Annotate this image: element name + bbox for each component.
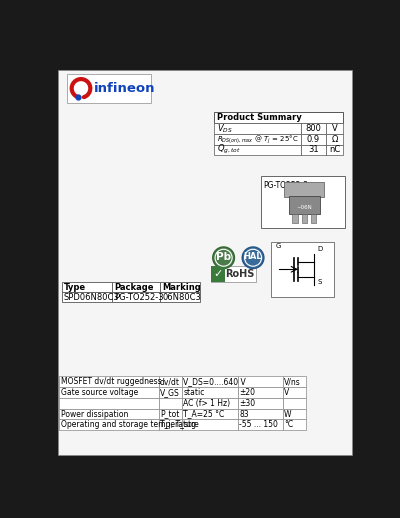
Text: °C: °C <box>284 420 293 429</box>
Bar <box>214 112 343 123</box>
Bar <box>282 420 306 430</box>
Text: nC: nC <box>329 146 340 154</box>
Text: Pb: Pb <box>216 252 231 262</box>
Text: Gate source voltage: Gate source voltage <box>61 388 138 397</box>
Bar <box>292 214 298 223</box>
Bar <box>59 409 158 420</box>
Bar <box>182 387 238 398</box>
Bar <box>301 134 326 145</box>
Text: V/ns: V/ns <box>284 377 301 386</box>
Text: $Q_{g,tot}$: $Q_{g,tot}$ <box>217 143 240 156</box>
Bar <box>271 241 334 297</box>
Bar <box>238 376 282 387</box>
Text: 31: 31 <box>308 146 319 154</box>
Text: W: W <box>284 410 292 419</box>
Bar <box>326 145 343 155</box>
Text: ✓: ✓ <box>214 269 223 279</box>
Text: $R_{DS(on),max}$ @ $T_j$ = 25°C: $R_{DS(on),max}$ @ $T_j$ = 25°C <box>217 133 298 145</box>
Bar <box>59 387 158 398</box>
Bar <box>214 123 301 134</box>
Text: infineon: infineon <box>94 82 156 95</box>
Text: -55 ... 150: -55 ... 150 <box>239 420 278 429</box>
Bar <box>238 387 282 398</box>
Text: $V_{DS}$: $V_{DS}$ <box>217 122 232 135</box>
Text: V_GS: V_GS <box>160 388 180 397</box>
Bar <box>112 292 160 303</box>
Text: PG-TO252-3: PG-TO252-3 <box>263 181 308 190</box>
Bar <box>214 134 301 145</box>
Bar <box>158 387 182 398</box>
Text: V_DS=0....640 V: V_DS=0....640 V <box>183 377 246 386</box>
Bar <box>214 145 301 155</box>
Bar <box>261 176 344 228</box>
Bar <box>158 420 182 430</box>
Text: Product Summary: Product Summary <box>217 113 301 122</box>
Bar <box>158 376 182 387</box>
Bar <box>211 266 225 282</box>
Text: 83: 83 <box>239 410 249 419</box>
Bar <box>59 376 158 387</box>
Bar <box>282 398 306 409</box>
Bar <box>289 196 320 214</box>
Bar <box>112 282 160 292</box>
Text: Power dissipation: Power dissipation <box>61 410 128 419</box>
Text: P_tot: P_tot <box>160 410 180 419</box>
Bar <box>67 74 151 103</box>
Circle shape <box>213 247 234 268</box>
Bar <box>326 123 343 134</box>
Bar <box>301 123 326 134</box>
Text: V: V <box>332 124 337 133</box>
Text: Type: Type <box>64 283 86 292</box>
Text: RoHS: RoHS <box>225 269 254 279</box>
Bar <box>158 409 182 420</box>
Text: PG-TO252-3: PG-TO252-3 <box>114 293 164 302</box>
Bar <box>158 398 182 409</box>
Text: Marking: Marking <box>162 283 201 292</box>
Bar <box>238 409 282 420</box>
Bar <box>59 420 158 430</box>
Bar <box>182 376 238 387</box>
Text: T_A=25 °C: T_A=25 °C <box>183 410 224 419</box>
Bar <box>62 282 112 292</box>
Text: G: G <box>276 243 281 249</box>
Bar <box>282 409 306 420</box>
Text: D: D <box>317 246 323 252</box>
Text: static: static <box>183 388 205 397</box>
Bar <box>238 398 282 409</box>
Text: S: S <box>317 279 322 285</box>
Bar <box>326 134 343 145</box>
Text: ±30: ±30 <box>239 399 255 408</box>
Text: Package: Package <box>114 283 154 292</box>
Text: AC (f> 1 Hz): AC (f> 1 Hz) <box>183 399 230 408</box>
Text: V: V <box>284 388 289 397</box>
Text: dv/dt: dv/dt <box>160 377 180 386</box>
Text: Ω: Ω <box>331 135 338 143</box>
Text: 06N80C3: 06N80C3 <box>162 293 201 302</box>
Bar <box>238 420 282 430</box>
Circle shape <box>242 247 264 268</box>
Bar <box>282 376 306 387</box>
Text: HAL: HAL <box>244 252 262 262</box>
Bar <box>311 214 316 223</box>
Text: 800: 800 <box>306 124 322 133</box>
Text: MOSFET dv/dt ruggedness: MOSFET dv/dt ruggedness <box>61 377 162 386</box>
Bar <box>160 292 200 303</box>
Bar <box>302 214 307 223</box>
Bar <box>182 420 238 430</box>
Bar <box>182 398 238 409</box>
Text: ~06N: ~06N <box>296 206 312 210</box>
Text: T_j, T_stg: T_j, T_stg <box>160 420 196 429</box>
Text: ±20: ±20 <box>239 388 255 397</box>
Bar <box>62 292 112 303</box>
Bar <box>211 266 256 282</box>
Bar <box>282 387 306 398</box>
Text: Operating and storage temperature: Operating and storage temperature <box>61 420 198 429</box>
Text: SPD06N80C3: SPD06N80C3 <box>64 293 120 302</box>
Bar <box>160 282 200 292</box>
Bar <box>59 398 158 409</box>
Bar <box>182 409 238 420</box>
Bar <box>301 145 326 155</box>
Text: 0.9: 0.9 <box>307 135 320 143</box>
Bar <box>284 182 324 197</box>
